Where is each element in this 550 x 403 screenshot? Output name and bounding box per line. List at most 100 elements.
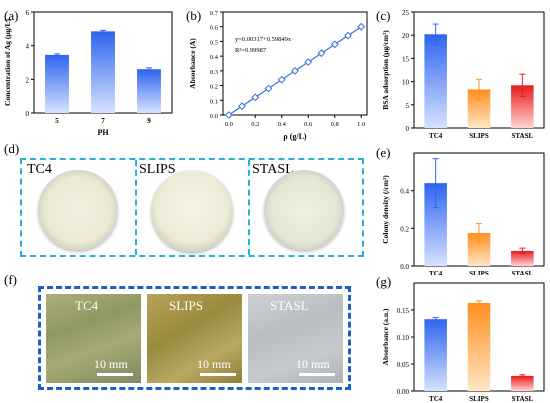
x-tick-label: STASL bbox=[511, 132, 533, 140]
y-tick-label: 0.1 bbox=[210, 98, 218, 105]
y-tick-label: 6 bbox=[26, 9, 30, 17]
panel-letter-d: (d) bbox=[4, 141, 19, 156]
y-tick-label: 0.3 bbox=[210, 69, 218, 76]
y-tick-label: 0.0 bbox=[210, 113, 218, 120]
x-tick-label: 0.4 bbox=[278, 121, 287, 128]
scale-bar-label: 10 mm bbox=[296, 357, 330, 371]
x-tick-label: 0.6 bbox=[304, 121, 313, 128]
photo-label-stasl: STASL bbox=[270, 298, 309, 313]
x-tick-label: STASL bbox=[511, 395, 533, 403]
y-tick-label: 15 bbox=[402, 55, 410, 63]
bar bbox=[511, 250, 534, 266]
panel-f-photos: TC4 10 mm SLIPS 10 mm STASL 10 mm bbox=[38, 286, 351, 390]
x-tick-label: SLIPS bbox=[469, 395, 489, 403]
x-tick-label: TC4 bbox=[429, 132, 443, 140]
bar bbox=[424, 183, 447, 266]
photo-tc4: TC4 10 mm bbox=[46, 294, 141, 383]
y-tick-label: 0.05 bbox=[397, 361, 410, 369]
x-tick-label: 0.8 bbox=[331, 121, 339, 128]
y-tick-label: 10 bbox=[402, 79, 410, 87]
x-tick-label: SLIPS bbox=[469, 270, 489, 275]
data-point bbox=[357, 22, 366, 31]
y-axis-label: Concentration of Ag (μg/L) bbox=[3, 19, 12, 106]
panel-d-petri-dishes: TC4 SLIPS STASL bbox=[20, 158, 364, 257]
x-tick-label: 1.0 bbox=[357, 121, 365, 128]
x-axis-label: PH bbox=[97, 128, 109, 137]
chart-b: 0.0 0.1 0.2 0.3 0.4 0.5 0.6 0.7 0.0 0.2 0.4 0.6 0.8 1… bbox=[188, 10, 368, 141]
x-tick-label: 7 bbox=[101, 117, 105, 125]
y-axis-label: Colony density (/cm²) bbox=[381, 175, 390, 244]
data-point bbox=[317, 49, 326, 58]
data-point bbox=[277, 75, 286, 84]
r-squared: R²=0.99987 bbox=[235, 47, 267, 54]
photo-stasl: STASL 10 mm bbox=[248, 294, 343, 383]
dish-label-slips: SLIPS bbox=[139, 162, 176, 177]
x-tick-label: TC4 bbox=[429, 270, 443, 275]
y-tick-label: 4 bbox=[26, 43, 30, 51]
scale-bar-label: 10 mm bbox=[197, 357, 231, 371]
x-tick-label: 5 bbox=[55, 117, 59, 125]
y-tick-label: 2 bbox=[26, 76, 30, 84]
y-tick-label: 25 bbox=[402, 9, 410, 17]
y-tick-label: 0 bbox=[26, 110, 30, 118]
panel-letter-b: (b) bbox=[186, 8, 201, 23]
data-point bbox=[238, 102, 246, 111]
panel-letter-g: (g) bbox=[376, 274, 391, 289]
y-axis-label: Absorbance (A) bbox=[188, 38, 197, 89]
y-axis-label: Absorbance (a.u.) bbox=[381, 308, 390, 365]
chart-e: 0.0 0.2 0.4 Colony density (/cm²) TC4 SLIPS ST… bbox=[381, 152, 545, 275]
y-tick-label: 0.7 bbox=[210, 10, 219, 17]
petri-dish-stasl bbox=[264, 170, 344, 250]
data-point bbox=[251, 93, 260, 102]
y-tick-label: 20 bbox=[402, 32, 410, 40]
y-tick-label: 0.10 bbox=[397, 334, 410, 342]
x-tick-label: 0.0 bbox=[225, 121, 233, 128]
bar bbox=[45, 54, 69, 113]
y-tick-label: 0.15 bbox=[397, 307, 410, 315]
dish-label-tc4: TC4 bbox=[27, 162, 52, 177]
photo-slips: SLIPS 10 mm bbox=[147, 294, 242, 383]
data-point bbox=[264, 84, 273, 93]
data-point bbox=[344, 31, 352, 40]
panel-letter-f: (f) bbox=[4, 272, 17, 287]
bar bbox=[511, 85, 534, 128]
y-tick-label: 0.2 bbox=[210, 84, 218, 91]
data-point bbox=[224, 111, 233, 119]
x-tick-label: SLIPS bbox=[469, 132, 489, 140]
y-tick-label: 0.5 bbox=[210, 39, 218, 46]
bar bbox=[511, 375, 534, 391]
panel-letter-c: (c) bbox=[376, 8, 390, 23]
dish-label-stasl: STASL bbox=[252, 162, 294, 177]
petri-dish-tc4 bbox=[38, 170, 118, 250]
plot-frame bbox=[222, 11, 368, 116]
y-tick-label: 0.00 bbox=[397, 388, 410, 396]
bar bbox=[467, 302, 491, 391]
photo-label-slips: SLIPS bbox=[169, 298, 203, 313]
scale-bar bbox=[97, 373, 133, 376]
x-axis-label: ρ (g/L) bbox=[283, 132, 307, 141]
bar bbox=[424, 319, 447, 391]
x-tick-label: 9 bbox=[147, 117, 151, 125]
panel-letter-e: (e) bbox=[376, 145, 390, 160]
scale-bar bbox=[200, 373, 236, 376]
scale-bar-label: 10 mm bbox=[94, 357, 128, 371]
scale-bar bbox=[299, 373, 335, 376]
bar bbox=[424, 34, 447, 128]
bar bbox=[91, 31, 115, 113]
y-axis-label: BSA adsorption (μg/cm²) bbox=[381, 30, 390, 110]
y-tick-label: 0 bbox=[406, 125, 410, 133]
x-tick-label: STASL bbox=[511, 270, 533, 275]
panel-letter-a: (a) bbox=[4, 8, 18, 23]
y-tick-label: 0.6 bbox=[210, 25, 219, 32]
divider bbox=[135, 160, 137, 255]
y-tick-label: 0.4 bbox=[400, 188, 409, 196]
y-tick-label: 0.4 bbox=[210, 54, 219, 61]
y-tick-label: 5 bbox=[406, 102, 410, 110]
y-tick-label: 0.2 bbox=[400, 225, 409, 233]
divider bbox=[248, 160, 250, 255]
petri-dish-slips bbox=[151, 170, 233, 252]
bar bbox=[467, 233, 491, 266]
fit-equation: y=0.00317+0.59849x bbox=[235, 36, 292, 43]
